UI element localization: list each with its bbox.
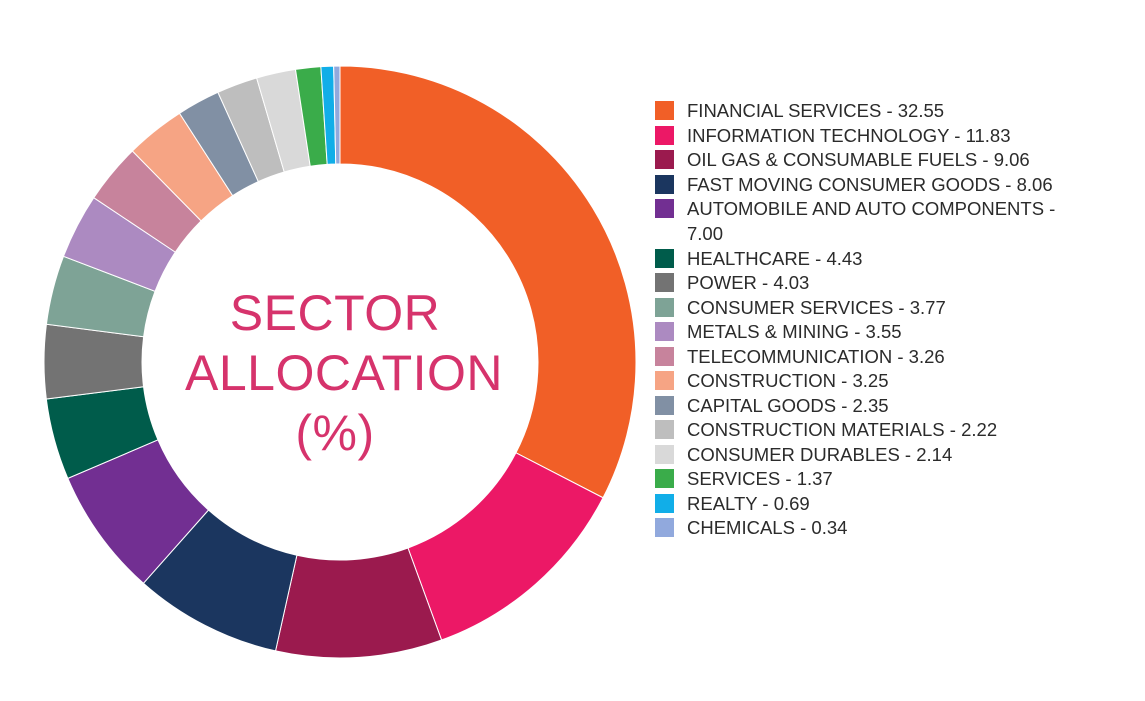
legend-label: CONSUMER SERVICES <box>687 296 894 318</box>
legend-swatch <box>655 150 674 169</box>
legend-swatch <box>655 199 674 218</box>
legend-label: OIL GAS & CONSUMABLE FUELS <box>687 149 978 170</box>
legend-separator: - <box>1000 173 1017 195</box>
legend-label: FAST MOVING CONSUMER GOODS <box>687 173 1001 195</box>
chart-title-line-3: (%) <box>295 405 375 461</box>
legend-label: REALTY <box>687 492 758 514</box>
donut-slice-1 <box>339 65 637 499</box>
donut-chart: SECTOR ALLOCATION (%) <box>43 65 637 659</box>
legend-swatch <box>655 125 674 145</box>
chart-title-line-2: ALLOCATION <box>185 345 504 401</box>
legend-separator: - <box>899 443 917 465</box>
legend-label: METALS & MINING <box>687 321 850 342</box>
legend-label: POWER <box>687 272 757 293</box>
legend-separator: - <box>849 321 866 342</box>
legend-item-2: INFORMATION TECHNOLOGY - 11.83 <box>655 123 1095 148</box>
legend-swatch <box>655 469 674 488</box>
legend-separator: - <box>1044 198 1056 219</box>
legend-swatch <box>655 101 674 120</box>
legend-value: 4.03 <box>773 272 810 293</box>
legend-label: HEALTHCARE <box>687 247 811 269</box>
legend-swatch <box>655 346 674 366</box>
donut-slice-17 <box>333 65 341 165</box>
legend-value: 4.43 <box>826 247 863 269</box>
legend-swatch <box>655 174 674 194</box>
legend-item-13: CONSTRUCTION MATERIALS - 2.22 <box>655 417 1095 442</box>
legend-separator: - <box>836 394 853 416</box>
legend-separator: - <box>977 149 994 170</box>
legend-item-5: AUTOMOBILE AND AUTO COMPONENTS - 7.00 <box>655 196 1095 246</box>
legend-value: 3.77 <box>909 296 946 318</box>
legend-label: FINANCIAL SERVICES <box>687 100 882 121</box>
legend-swatch <box>655 518 674 537</box>
legend-item-12: CAPITAL GOODS - 2.35 <box>655 393 1095 418</box>
legend-item-10: TELECOMMUNICATION - 3.26 <box>655 344 1095 369</box>
legend-value: 3.26 <box>908 345 945 367</box>
legend-value: 11.83 <box>965 124 1011 146</box>
legend-value: 32.55 <box>897 100 945 121</box>
legend-item-3: OIL GAS & CONSUMABLE FUELS - 9.06 <box>655 147 1095 172</box>
legend-swatch <box>655 444 674 464</box>
legend-label: TELECOMMUNICATION <box>687 345 893 367</box>
legend-swatch <box>655 297 674 317</box>
legend-label: CONSTRUCTION <box>687 370 837 391</box>
chart-title: SECTOR ALLOCATION (%) <box>185 283 504 463</box>
legend-separator: - <box>893 296 910 318</box>
donut-svg <box>43 65 637 659</box>
legend-swatch <box>655 322 674 341</box>
legend-label: SERVICES <box>687 468 781 489</box>
legend-value: 2.22 <box>961 419 998 440</box>
legend-item-8: CONSUMER SERVICES - 3.77 <box>655 295 1095 320</box>
legend-value: 1.37 <box>796 468 833 489</box>
legend-value: 9.06 <box>993 149 1030 170</box>
legend-swatch <box>655 395 674 415</box>
legend-item-11: CONSTRUCTION - 3.25 <box>655 368 1095 393</box>
legend: FINANCIAL SERVICES - 32.55 INFORMATION TE… <box>655 98 1095 540</box>
legend-separator: - <box>757 492 774 514</box>
legend-value: 2.35 <box>852 394 889 416</box>
legend-label: CONSTRUCTION MATERIALS <box>687 419 945 440</box>
legend-separator: - <box>949 124 966 146</box>
legend-separator: - <box>810 247 827 269</box>
legend-label: INFORMATION TECHNOLOGY <box>687 124 950 146</box>
legend-item-7: POWER - 4.03 <box>655 270 1095 295</box>
legend-value: 3.55 <box>865 321 902 342</box>
legend-label: CAPITAL GOODS <box>687 394 837 416</box>
legend-item-15: SERVICES - 1.37 <box>655 466 1095 491</box>
legend-swatch <box>655 273 674 292</box>
legend-separator: - <box>794 517 812 538</box>
legend-separator: - <box>780 468 797 489</box>
legend-label: AUTOMOBILE AND AUTO COMPONENTS <box>687 198 1045 219</box>
legend-item-14: CONSUMER DURABLES - 2.14 <box>655 442 1095 467</box>
legend-item-4: FAST MOVING CONSUMER GOODS - 8.06 <box>655 172 1095 197</box>
legend-label: CONSUMER DURABLES <box>687 443 900 465</box>
chart-title-line-1: SECTOR <box>229 285 441 341</box>
legend-swatch <box>655 371 674 390</box>
legend-separator: - <box>944 419 962 440</box>
legend-item-17: CHEMICALS - 0.34 <box>655 515 1095 540</box>
legend-item-16: REALTY - 0.69 <box>655 491 1095 516</box>
legend-separator: - <box>836 370 853 391</box>
legend-value: 8.06 <box>1016 173 1053 195</box>
donut-slice-7 <box>43 323 145 400</box>
legend-value: 0.34 <box>811 517 848 538</box>
legend-swatch <box>655 420 674 439</box>
legend-item-6: HEALTHCARE - 4.43 <box>655 246 1095 271</box>
legend-value: 0.69 <box>773 492 810 514</box>
legend-item-9: METALS & MINING - 3.55 <box>655 319 1095 344</box>
legend-value: 3.25 <box>852 370 889 391</box>
legend-separator: - <box>892 345 909 367</box>
legend-swatch <box>655 493 674 513</box>
legend-swatch <box>655 248 674 268</box>
legend-value: 2.14 <box>916 443 953 465</box>
legend-separator: - <box>881 100 898 121</box>
legend-value: 7.00 <box>687 223 724 244</box>
legend-separator: - <box>756 272 774 293</box>
legend-item-1: FINANCIAL SERVICES - 32.55 <box>655 98 1095 123</box>
legend-label: CHEMICALS <box>687 517 795 538</box>
